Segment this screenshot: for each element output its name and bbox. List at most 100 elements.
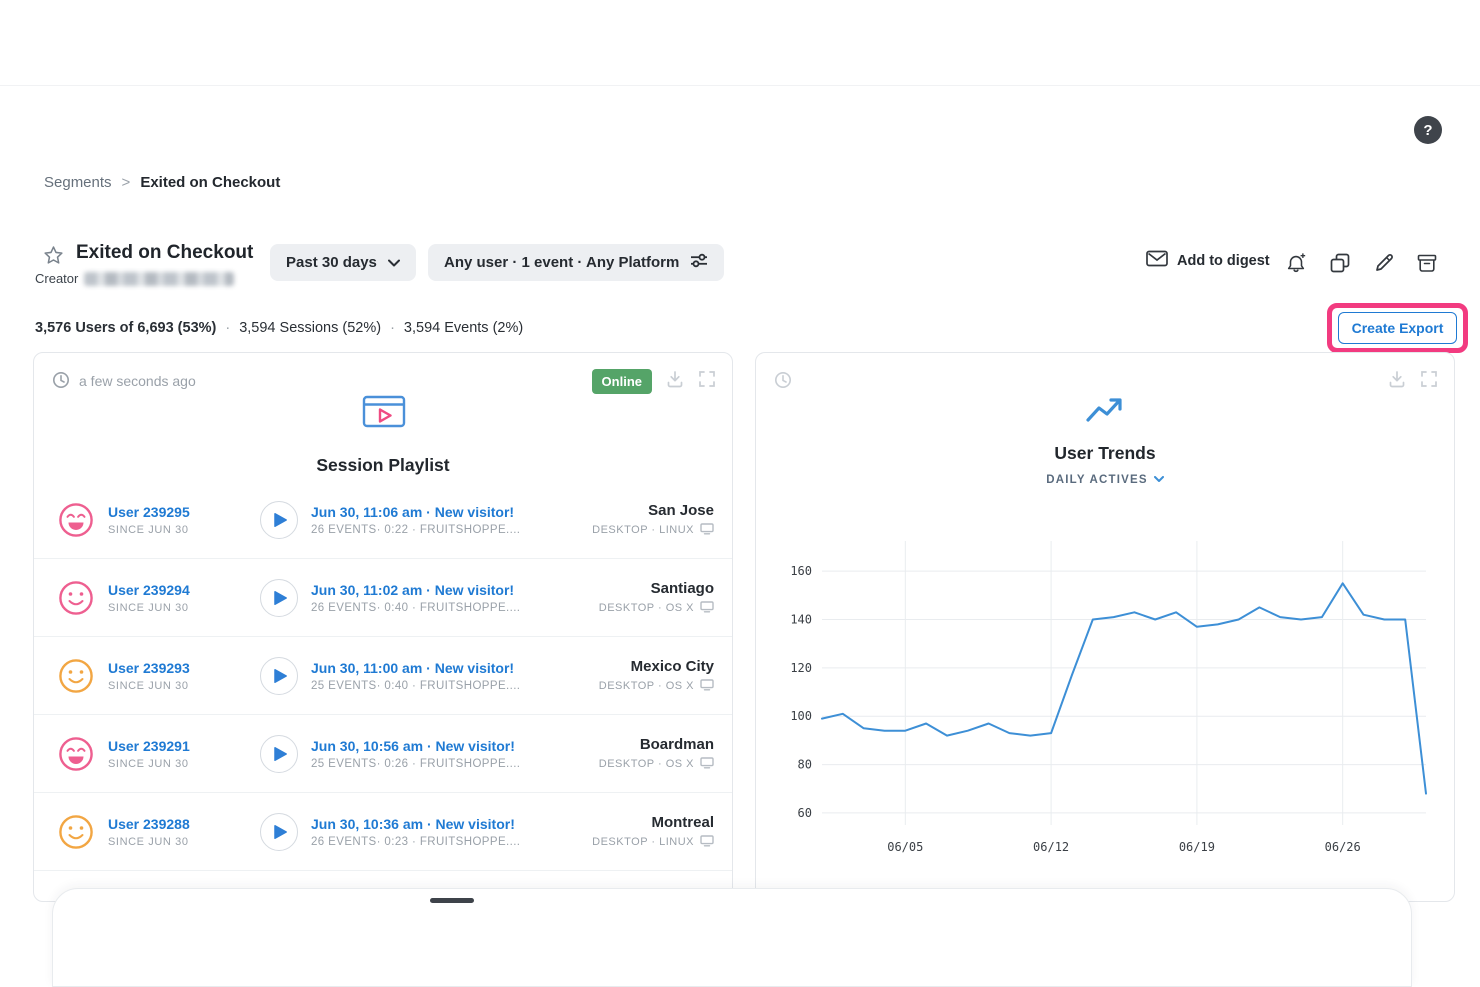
session-details-label: 25 EVENTS· 0:26 · FRUITSHOPPE.... [311,757,521,770]
monitor-icon [700,600,714,616]
trends-hero: User Trends DAILY ACTIVES [756,395,1454,486]
notification-bell-icon[interactable] [1284,251,1308,275]
session-row[interactable]: User 239291 SINCE JUN 30 Jun 30, 10:56 a… [34,715,732,793]
page-title: Exited on Checkout [76,242,254,263]
svg-text:80: 80 [798,758,812,772]
download-icon[interactable] [1388,370,1406,393]
session-row[interactable]: User 239294 SINCE JUN 30 Jun 30, 11:02 a… [34,559,732,637]
top-divider [0,85,1480,86]
creator-row: Creator [35,271,235,286]
help-button[interactable]: ? [1414,116,1442,144]
bottom-drawer[interactable] [52,888,1412,987]
playlist-card-header: a few seconds ago Online [52,367,716,395]
user-since-label: SINCE JUN 30 [108,835,189,848]
session-city-label: San Jose [648,501,714,519]
edit-pencil-icon[interactable] [1372,251,1396,275]
monitor-icon [700,756,714,772]
user-avatar-icon [58,502,94,538]
chevron-down-icon [387,254,400,271]
create-export-button[interactable]: Create Export [1337,312,1458,344]
session-link[interactable]: Jun 30, 11:02 am · New visitor! [311,581,515,598]
user-since-label: SINCE JUN 30 [108,757,189,770]
user-link[interactable]: User 239293 [108,659,190,676]
session-city-label: Mexico City [630,657,714,675]
session-city-label: Boardman [639,735,714,753]
date-range-button[interactable]: Past 30 days [270,244,416,281]
play-session-button[interactable] [260,734,298,773]
breadcrumb-segments[interactable]: Segments [44,174,112,191]
svg-text:60: 60 [798,806,812,820]
add-to-digest-label: Add to digest [1177,252,1270,269]
chevron-down-icon [1153,474,1164,486]
sessions-stat: 3,594 Sessions (52%) [239,320,382,336]
last-updated-label: a few seconds ago [79,373,196,389]
user-link[interactable]: User 239291 [108,737,190,754]
playlist-hero: Session Playlist [34,395,732,476]
add-to-digest-button[interactable]: Add to digest [1146,250,1270,271]
user-link[interactable]: User 239294 [108,581,190,598]
user-since-label: SINCE JUN 30 [108,679,189,692]
metric-selector[interactable]: DAILY ACTIVES [1046,474,1164,486]
session-city-label: Montreal [651,813,714,831]
clock-icon [774,371,792,392]
drawer-handle[interactable] [430,898,474,903]
session-city-label: Santiago [650,579,714,597]
filters-icon [690,253,708,272]
breadcrumb: Segments > Exited on Checkout [44,174,280,191]
archive-box-icon[interactable] [1415,251,1439,275]
user-link[interactable]: User 239288 [108,815,190,832]
session-row[interactable]: User 239295 SINCE JUN 30 Jun 30, 11:06 a… [34,481,732,559]
date-range-label: Past 30 days [286,254,377,271]
creator-name-redacted [84,271,235,286]
user-avatar-icon [58,658,94,694]
session-platform-label: DESKTOP · OS X [599,678,714,694]
metric-label: DAILY ACTIVES [1046,474,1148,486]
create-export-highlight: Create Export [1327,303,1468,353]
play-session-button[interactable] [260,578,298,617]
session-row[interactable]: User 239293 SINCE JUN 30 Jun 30, 11:00 a… [34,637,732,715]
user-trends-card: User Trends DAILY ACTIVES 60 80 100 120 140 1… [755,352,1455,902]
session-rows: User 239295 SINCE JUN 30 Jun 30, 11:06 a… [34,481,732,871]
segment-stats: 3,576 Users of 6,693 (53%) · 3,594 Sessi… [35,320,524,336]
svg-text:100: 100 [790,709,812,723]
session-details-label: 26 EVENTS· 0:23 · FRUITSHOPPE.... [311,835,521,848]
session-link[interactable]: Jun 30, 11:06 am · New visitor! [311,503,515,520]
expand-icon[interactable] [1420,370,1438,393]
session-row[interactable]: User 239288 SINCE JUN 30 Jun 30, 10:36 a… [34,793,732,871]
monitor-icon [700,834,714,850]
duplicate-icon[interactable] [1328,251,1352,275]
svg-text:140: 140 [790,613,812,627]
session-link[interactable]: Jun 30, 11:00 am · New visitor! [311,659,515,676]
user-avatar-icon [58,814,94,850]
monitor-icon [700,678,714,694]
clock-icon [52,371,70,392]
playlist-title: Session Playlist [316,455,450,475]
session-platform-label: DESKTOP · LINUX [592,834,714,850]
play-session-button[interactable] [260,656,298,695]
expand-icon[interactable] [698,370,716,393]
session-platform-label: DESKTOP · OS X [599,600,714,616]
play-session-button[interactable] [260,500,298,539]
segment-filter-label: Any user · 1 event · Any Platform [444,254,680,271]
svg-text:120: 120 [790,661,812,675]
session-link[interactable]: Jun 30, 10:36 am · New visitor! [311,815,515,832]
segment-filter-button[interactable]: Any user · 1 event · Any Platform [428,244,725,281]
user-avatar-icon [58,736,94,772]
session-details-label: 25 EVENTS· 0:40 · FRUITSHOPPE.... [311,679,521,692]
users-stat: 3,576 Users of 6,693 (53%) [35,320,217,336]
download-icon[interactable] [666,370,684,393]
favorite-star-icon[interactable] [42,244,65,272]
session-playlist-icon [355,395,411,442]
svg-text:06/12: 06/12 [1033,840,1069,854]
user-link[interactable]: User 239295 [108,503,190,520]
play-session-button[interactable] [260,812,298,851]
session-details-label: 26 EVENTS· 0:22 · FRUITSHOPPE.... [311,523,521,536]
online-status-badge: Online [591,368,652,394]
trends-card-header [774,367,1438,395]
creator-label: Creator [35,271,79,286]
session-platform-label: DESKTOP · OS X [599,756,714,772]
session-link[interactable]: Jun 30, 10:56 am · New visitor! [311,737,515,754]
user-trends-chart: 60 80 100 120 140 160 06/05 06/12 06/19 06/26 [768,539,1440,866]
svg-text:06/26: 06/26 [1325,840,1361,854]
